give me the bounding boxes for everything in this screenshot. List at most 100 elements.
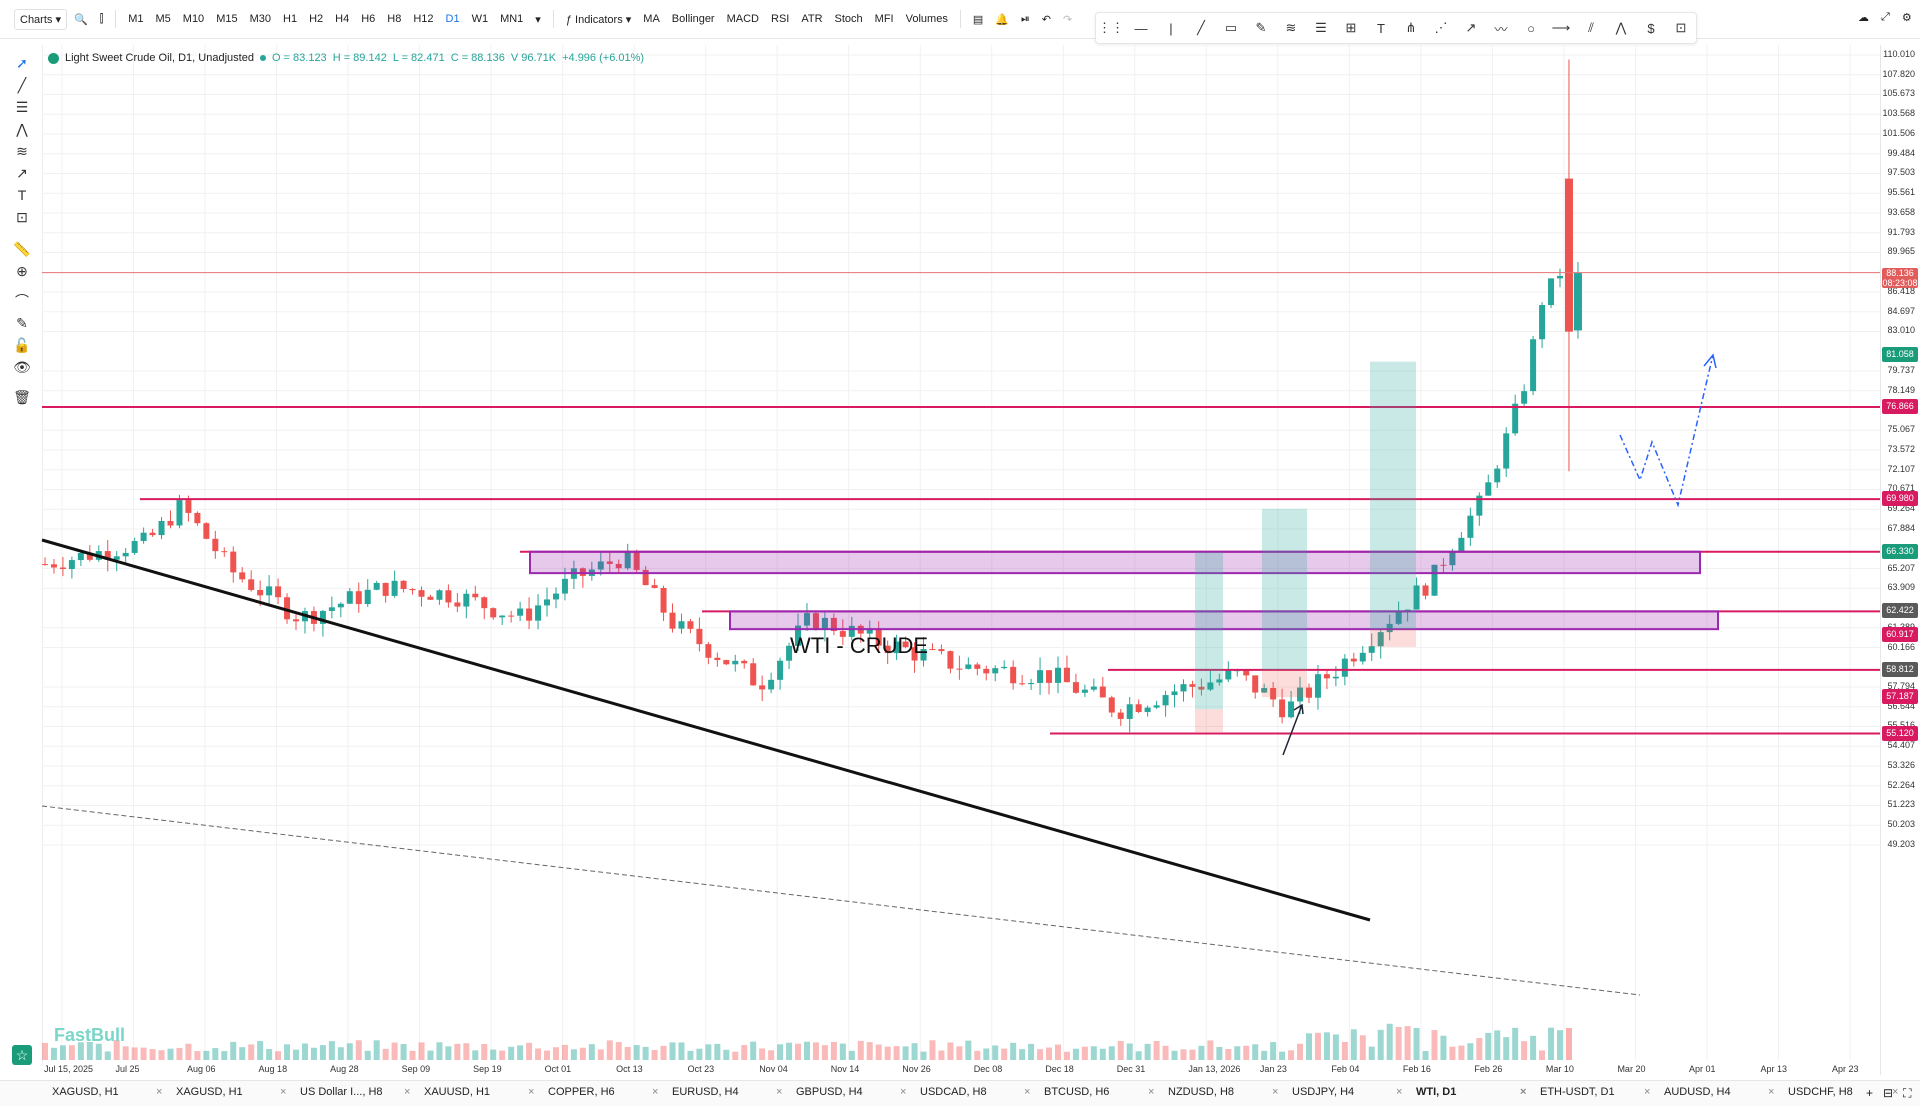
indicator-macd[interactable]: MACD <box>726 13 759 25</box>
alert-icon[interactable]: 🔔 <box>995 13 1009 26</box>
close-tab-icon[interactable]: × <box>404 1086 411 1098</box>
undo-icon[interactable]: ↶ <box>1041 13 1051 26</box>
layout-icon[interactable]: ⊟ <box>1883 1086 1894 1100</box>
time-axis[interactable]: Jul 15, 2025 Jul 25 Aug 06 Aug 18 Aug 28 Sep … <box>42 1062 1880 1076</box>
instrument-tab[interactable]: NZDUSD, H8 × <box>1168 1086 1278 1098</box>
timeframe-more-icon[interactable]: ▾ <box>535 13 541 26</box>
chart-annotation-title[interactable]: WTI - CRUDE <box>790 633 929 658</box>
eye-icon[interactable]: 👁 <box>13 359 31 375</box>
settings-icon[interactable]: ⚙ <box>1901 12 1912 24</box>
cursor-icon[interactable]: ➚ <box>16 55 28 71</box>
close-tab-icon[interactable]: × <box>1892 1086 1899 1098</box>
indicator-volumes[interactable]: Volumes <box>905 13 948 25</box>
brush-icon[interactable]: ✎ <box>1255 20 1267 35</box>
timeframe-h2[interactable]: H2 <box>309 13 324 25</box>
timeframe-d1[interactable]: D1 <box>445 13 460 25</box>
instrument-tab[interactable]: GBPUSD, H4 × <box>796 1086 906 1098</box>
timeframe-mn1[interactable]: MN1 <box>500 13 524 25</box>
redo-icon[interactable]: ↷ <box>1062 13 1073 26</box>
rectangle-icon[interactable]: ▭ <box>1224 20 1238 35</box>
close-tab-icon[interactable]: × <box>1520 1086 1527 1098</box>
note-tool-icon[interactable]: ⊡ <box>16 209 28 225</box>
line-tool-icon[interactable]: ╱ <box>17 77 27 93</box>
gann-icon[interactable]: ⊞ <box>1345 20 1357 35</box>
pattern-tool-icon[interactable]: ⋀ <box>16 121 28 137</box>
timeframe-m15[interactable]: M15 <box>216 13 238 25</box>
instrument-tab[interactable]: ETH-USDT, D1 × <box>1540 1086 1650 1098</box>
text-icon[interactable]: T <box>1377 20 1385 36</box>
pattern-icon[interactable]: ⋀ <box>1615 20 1627 35</box>
indicator-mfi[interactable]: MFI <box>874 13 894 25</box>
instrument-tab[interactable]: XAUUSD, H1 × <box>424 1086 534 1098</box>
prediction-tool-icon[interactable]: ↗ <box>16 165 28 181</box>
indicator-ma[interactable]: MA <box>643 13 660 25</box>
instrument-tab[interactable]: XAGUSD, H1 × <box>52 1086 162 1098</box>
zoom-icon[interactable]: ⊕ <box>16 263 28 279</box>
instrument-tab[interactable]: WTI, D1 × <box>1416 1086 1526 1098</box>
instrument-tab[interactable]: USDCHF, H8 × <box>1788 1086 1898 1098</box>
indicator-rsi[interactable]: RSI <box>771 13 790 25</box>
close-tab-icon[interactable]: × <box>1148 1086 1155 1098</box>
fib-icon[interactable]: ☰ <box>1315 20 1327 35</box>
arrow-icon[interactable]: ↗ <box>1465 20 1477 35</box>
fib-tool-icon[interactable]: ☰ <box>15 99 29 115</box>
instrument-tab[interactable]: BTCUSD, H6 × <box>1044 1086 1154 1098</box>
lock-icon[interactable]: 🔓 <box>13 337 31 353</box>
close-tab-icon[interactable]: × <box>1024 1086 1031 1098</box>
close-tab-icon[interactable]: × <box>900 1086 907 1098</box>
timeframe-m30[interactable]: M30 <box>249 13 271 25</box>
fullscreen-icon[interactable]: ⛶ <box>1903 1086 1912 1100</box>
ruler-icon[interactable]: 📏 <box>13 241 31 257</box>
trash-icon[interactable]: 🗑 <box>13 389 31 405</box>
instrument-tab[interactable]: US Dollar I..., H8 × <box>300 1086 410 1098</box>
timeframe-m1[interactable]: M1 <box>128 13 144 25</box>
horizontal-line-icon[interactable]: — <box>1134 20 1148 36</box>
price-scale[interactable]: 110.010 107.820 105.673 103.568 101.506 99.48… <box>1880 45 1920 1075</box>
close-tab-icon[interactable]: × <box>776 1086 783 1098</box>
cloud-icon[interactable]: ☁ <box>1858 12 1869 24</box>
indicator-atr[interactable]: ATR <box>801 13 823 25</box>
instrument-tab[interactable]: USDJPY, H4 × <box>1292 1086 1402 1098</box>
charts-menu-button[interactable]: Charts ▾ <box>14 8 67 30</box>
parallel-icon[interactable]: ⫽ <box>1588 20 1594 35</box>
indicators-button[interactable]: ƒ Indicators ▾ <box>565 13 632 26</box>
timeframe-h4[interactable]: H4 <box>335 13 350 25</box>
timeframe-m5[interactable]: M5 <box>155 13 171 25</box>
trend-line-icon[interactable]: ╱ <box>1197 20 1205 35</box>
path-icon[interactable]: 〰 <box>1494 21 1508 37</box>
circle-icon[interactable]: ○ <box>1527 20 1535 36</box>
price-label-icon[interactable]: $ <box>1647 20 1655 36</box>
instrument-tab[interactable]: USDCAD, H8 × <box>920 1086 1030 1098</box>
instrument-tab[interactable]: AUDUSD, H4 × <box>1664 1086 1774 1098</box>
magnet-icon[interactable]: ⌒ <box>15 293 29 309</box>
close-tab-icon[interactable]: × <box>156 1086 163 1098</box>
add-tab-icon[interactable]: + <box>1866 1086 1874 1100</box>
close-tab-icon[interactable]: × <box>652 1086 659 1098</box>
close-tab-icon[interactable]: × <box>1768 1086 1775 1098</box>
pitchfork-icon[interactable]: ⋔ <box>1405 20 1417 35</box>
close-tab-icon[interactable]: × <box>280 1086 287 1098</box>
indicator-bollinger[interactable]: Bollinger <box>671 13 715 25</box>
replay-icon[interactable]: ⏯ <box>1020 12 1030 25</box>
external-icon[interactable]: ⤢ <box>1881 11 1890 23</box>
timeframe-h1[interactable]: H1 <box>283 13 298 25</box>
timeframe-h8[interactable]: H8 <box>387 13 402 25</box>
close-tab-icon[interactable]: × <box>528 1086 535 1098</box>
close-tab-icon[interactable]: × <box>1272 1086 1279 1098</box>
favorites-star-icon[interactable]: ☆ <box>12 1045 32 1065</box>
template-icon[interactable]: ▤ <box>972 13 984 26</box>
text-tool-icon[interactable]: T <box>17 187 27 203</box>
ray-icon[interactable]: ⟶ <box>1551 20 1571 35</box>
draw-mode-icon[interactable]: ✎ <box>16 315 28 331</box>
vertical-line-icon[interactable]: | <box>1169 20 1173 36</box>
instrument-tab[interactable]: EURUSD, H4 × <box>672 1086 782 1098</box>
close-tab-icon[interactable]: × <box>1644 1086 1651 1098</box>
instrument-tab[interactable]: XAGUSD, H1 × <box>176 1086 286 1098</box>
channel-tool-icon[interactable]: ≋ <box>16 143 28 159</box>
timeframe-h6[interactable]: H6 <box>361 13 376 25</box>
instrument-tab[interactable]: COPPER, H6 × <box>548 1086 658 1098</box>
chart-type-icon[interactable]: ⫿ <box>99 12 104 25</box>
money-icon[interactable]: ⊡ <box>1675 20 1687 35</box>
drag-handle-icon[interactable]: ⋮⋮ <box>1098 20 1124 35</box>
